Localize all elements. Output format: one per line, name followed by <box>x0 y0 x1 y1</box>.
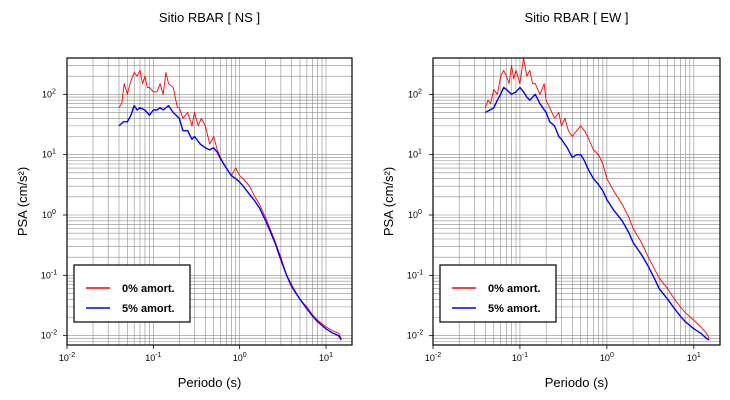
y-tick-label: 101 <box>42 149 56 160</box>
y-tick-label: 101 <box>408 149 422 160</box>
x-tick-label: 101 <box>319 352 333 363</box>
series-line-undamped <box>484 57 710 339</box>
y-tick-label: 102 <box>42 88 56 99</box>
x-tick-label: 10-1 <box>512 352 528 363</box>
x-tick-label: 10-2 <box>59 352 75 363</box>
x-tick-label-exp: -2 <box>69 352 75 359</box>
y-tick-label-base: 10 <box>407 331 417 341</box>
y-tick-label-exp: 1 <box>418 149 422 156</box>
plot-frame <box>432 57 721 346</box>
y-axis-label: PSA (cm/s²) <box>15 167 30 236</box>
x-tick-label-base: 10 <box>59 353 69 363</box>
x-tick-label-base: 10 <box>600 353 610 363</box>
chart-title: Sitio RBAR [ EW ] <box>524 10 628 25</box>
y-tick-label-exp: -2 <box>51 330 57 337</box>
y-tick-label-exp: -2 <box>417 330 423 337</box>
x-tick-label-base: 10 <box>319 353 329 363</box>
y-tick-label-base: 10 <box>41 270 51 280</box>
y-tick-label-base: 10 <box>407 270 417 280</box>
y-tick-label: 10-1 <box>407 269 423 280</box>
y-tick-label-exp: 2 <box>418 88 422 95</box>
series-line-damped <box>118 104 342 341</box>
chart-panel-0: Sitio RBAR [ NS ]10-2 10-1 100 10110-210-11… <box>15 10 353 390</box>
y-tick-label-exp: -1 <box>51 269 57 276</box>
x-tick-label-exp: 1 <box>697 352 701 359</box>
y-tick-label: 100 <box>408 209 422 220</box>
x-tick-label-base: 10 <box>687 353 697 363</box>
x-tick-label-base: 10 <box>233 353 243 363</box>
x-tick-label: 101 <box>687 352 701 363</box>
legend-label: 0% amort. <box>488 283 541 295</box>
x-tick-label-exp: -2 <box>435 352 441 359</box>
y-tick-label: 102 <box>408 88 422 99</box>
x-tick-label-base: 10 <box>512 353 522 363</box>
x-tick-label-exp: 1 <box>329 352 333 359</box>
y-tick-label: 10-1 <box>41 269 57 280</box>
y-tick-label-base: 10 <box>42 150 52 160</box>
chart-panel-1: Sitio RBAR [ EW ]10-2 10-1 100 10110-210-11… <box>381 10 721 390</box>
y-tick-label-base: 10 <box>41 331 51 341</box>
y-tick-label-base: 10 <box>408 210 418 220</box>
y-axis-label: PSA (cm/s²) <box>381 167 396 236</box>
plot-frame <box>66 57 353 346</box>
y-tick-label-exp: 0 <box>418 209 422 216</box>
x-tick-label-exp: 0 <box>610 352 614 359</box>
y-tick-label-base: 10 <box>42 210 52 220</box>
y-tick-label: 10-2 <box>407 330 423 341</box>
x-axis-label: Periodo (s) <box>178 375 242 390</box>
x-tick-label: 100 <box>600 352 614 363</box>
legend-label: 0% amort. <box>122 283 175 295</box>
x-tick-label: 100 <box>233 352 247 363</box>
legend-box <box>73 264 191 323</box>
x-tick-label-base: 10 <box>145 353 155 363</box>
legend: 0% amort. 5% amort. <box>73 264 191 323</box>
legend-box <box>439 264 557 323</box>
y-tick-label-base: 10 <box>408 89 418 99</box>
y-tick-label-exp: -1 <box>417 269 423 276</box>
x-tick-label-base: 10 <box>425 353 435 363</box>
x-tick-label: 10-2 <box>425 352 441 363</box>
y-tick-label: 100 <box>42 209 56 220</box>
y-tick-label-exp: 1 <box>52 149 56 156</box>
x-tick-label: 10-1 <box>145 352 161 363</box>
legend-label: 5% amort. <box>488 303 541 315</box>
legend-label: 5% amort. <box>122 303 175 315</box>
y-tick-label-exp: 2 <box>52 88 56 95</box>
y-tick-label-base: 10 <box>408 150 418 160</box>
x-tick-label-exp: 0 <box>243 352 247 359</box>
y-tick-label: 10-2 <box>41 330 57 341</box>
chart-title: Sitio RBAR [ NS ] <box>159 10 260 25</box>
x-axis-label: Periodo (s) <box>545 375 609 390</box>
x-tick-label-exp: -1 <box>155 352 161 359</box>
y-tick-label-base: 10 <box>42 89 52 99</box>
x-tick-label-exp: -1 <box>522 352 528 359</box>
legend: 0% amort. 5% amort. <box>439 264 557 323</box>
series-line-damped <box>484 86 710 341</box>
y-tick-label-exp: 0 <box>52 209 56 216</box>
